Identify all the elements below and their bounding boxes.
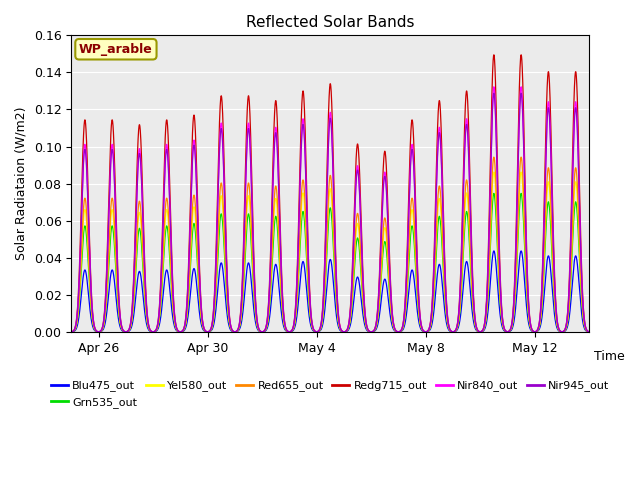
Text: Time: Time	[595, 350, 625, 363]
Y-axis label: Solar Radiataion (W/m2): Solar Radiataion (W/m2)	[15, 107, 28, 260]
Legend: Blu475_out, Grn535_out, Yel580_out, Red655_out, Redg715_out, Nir840_out, Nir945_: Blu475_out, Grn535_out, Yel580_out, Red6…	[47, 376, 614, 412]
Text: WP_arable: WP_arable	[79, 43, 153, 56]
Title: Reflected Solar Bands: Reflected Solar Bands	[246, 15, 415, 30]
